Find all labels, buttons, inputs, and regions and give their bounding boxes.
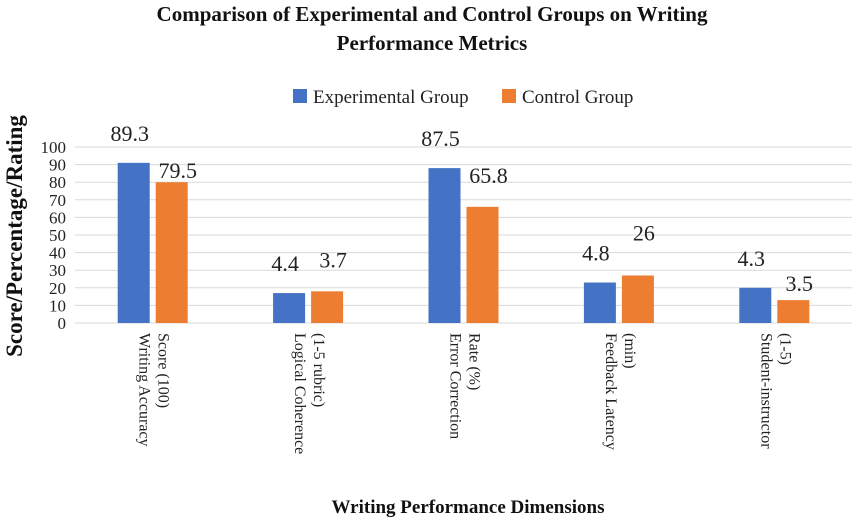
category-label-2: Error Correction Rate (%) <box>447 333 483 439</box>
category-label-line: (1-5 rubric) <box>310 333 327 407</box>
category-label-line: Feedback Latency <box>602 333 619 450</box>
y-axis-label: Score/Percentage/Rating <box>2 115 27 357</box>
category-label-line: Error Correction <box>447 333 464 439</box>
legend-swatch-control <box>502 89 516 103</box>
chart-title-line-2: Performance Metrics <box>337 31 528 55</box>
legend-swatch-experimental <box>293 89 307 103</box>
data-label-experimental-4: 4.3 <box>738 246 766 271</box>
category-label-line: Logical Coherence <box>291 333 308 454</box>
bar-control-1 <box>311 291 344 323</box>
category-label-line: Student-instructor <box>757 333 774 449</box>
data-label-experimental-0: 89.3 <box>110 121 149 146</box>
legend: Experimental Group Control Group <box>293 87 633 108</box>
bar-experimental-2 <box>428 168 461 323</box>
y-tick-label: 70 <box>49 191 66 210</box>
y-tick-label: 80 <box>49 173 66 192</box>
category-labels: Writing Accuracy Score (100) Logical Coher… <box>136 333 794 454</box>
y-tick-label: 0 <box>58 314 67 333</box>
data-label-experimental-3: 4.8 <box>582 241 610 266</box>
y-tick-label: 20 <box>49 279 66 298</box>
x-axis-label: Writing Performance Dimensions <box>332 497 605 518</box>
gridlines <box>75 146 852 324</box>
data-label-experimental-1: 4.4 <box>271 251 299 276</box>
y-tick-label: 100 <box>41 138 67 157</box>
data-label-control-0: 79.5 <box>158 158 197 183</box>
category-label-line: Writing Accuracy <box>136 333 153 447</box>
bar-control-3 <box>621 275 654 323</box>
chart-title-line-1: Comparison of Experimental and Control G… <box>157 2 708 26</box>
y-tick-label: 10 <box>49 296 66 315</box>
y-tick-label: 60 <box>49 208 66 227</box>
bar-experimental-4 <box>739 287 772 323</box>
bar-experimental-3 <box>583 282 616 323</box>
legend-label-experimental: Experimental Group <box>313 87 469 108</box>
y-tick-label: 90 <box>49 156 66 175</box>
bar-experimental-0 <box>117 162 150 323</box>
category-label-line: Rate (%) <box>466 333 483 390</box>
data-label-control-1: 3.7 <box>319 247 347 272</box>
category-label-4: Student-instructor (1-5) <box>757 333 793 449</box>
category-label-line: (1-5) <box>776 333 793 365</box>
bar-control-0 <box>155 182 188 323</box>
category-label-3: Feedback Latency (min) <box>602 333 638 450</box>
data-label-control-3: 26 <box>633 220 655 245</box>
category-label-1: Logical Coherence (1-5 rubric) <box>291 333 327 454</box>
bars <box>117 162 810 323</box>
data-label-control-2: 65.8 <box>469 163 508 188</box>
bar-control-2 <box>466 206 499 323</box>
data-label-experimental-2: 87.5 <box>421 126 460 151</box>
category-label-line: (min) <box>621 333 638 369</box>
y-tick-label: 40 <box>49 244 66 263</box>
category-label-0: Writing Accuracy Score (100) <box>136 333 172 447</box>
y-tick-label: 30 <box>49 261 66 280</box>
data-labels: 89.3 79.5 4.4 3.7 87.5 65.8 4.8 26 4.3 3.5 <box>110 121 813 296</box>
y-tick-label: 50 <box>49 226 66 245</box>
legend-label-control: Control Group <box>522 87 633 108</box>
category-label-line: Score (100) <box>155 333 172 408</box>
data-label-control-4: 3.5 <box>786 271 814 296</box>
bar-experimental-1 <box>273 293 306 323</box>
bar-control-4 <box>777 300 810 323</box>
